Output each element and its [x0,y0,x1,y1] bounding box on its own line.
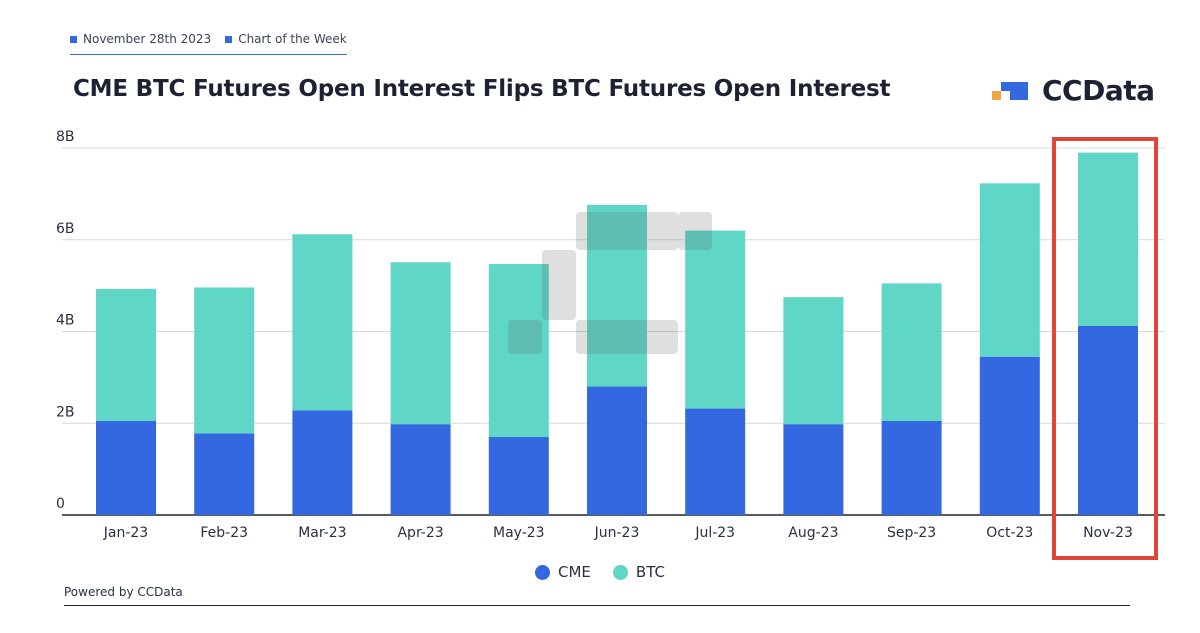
y-tick-label-4: 8B [56,129,75,145]
square-bullet-icon [225,35,233,43]
date-tag: November 28th 2023 [70,32,211,46]
bar-cme-jun-23[interactable] [587,386,647,515]
x-tick-label-nov-23: Nov-23 [1083,525,1133,541]
legend-item-btc[interactable]: BTC [612,563,665,581]
bars [96,152,1138,515]
bar-btc-mar-23[interactable] [292,234,353,411]
bar-cme-mar-23[interactable] [292,410,353,515]
x-tick-label-jan-23: Jan-23 [103,525,148,541]
bar-btc-feb-23[interactable] [194,287,255,434]
x-tick-label-may-23: May-23 [493,525,545,541]
bar-cme-oct-23[interactable] [979,356,1040,515]
cme-legend-dot-icon [535,564,551,580]
square-bullet-icon [70,35,77,43]
powered-by-text: Powered by CCData [64,585,183,599]
bar-cme-feb-23[interactable] [194,433,255,515]
date-text: November 28th 2023 [83,32,212,46]
bar-btc-jun-23[interactable] [587,204,647,387]
bar-cme-jul-23[interactable] [685,408,746,515]
btc-legend-dot-icon [612,564,628,580]
bar-btc-nov-23[interactable] [1078,152,1138,326]
y-tick-label-3: 6B [56,221,75,237]
x-tick-label-mar-23: Mar-23 [298,525,346,541]
bar-cme-may-23[interactable] [488,437,549,515]
chart-meta: November 28th 2023 Chart of the Week [70,32,347,55]
footer: Powered by CCData [64,585,1130,606]
y-tick-label-0: 0 [56,496,65,512]
bar-cme-jan-23[interactable] [96,420,156,515]
stacked-bar-chart: 0 2B 4B 6B 8B Jan-23 Feb-23 Mar-23 Apr-23 May-23 J… [56,129,1165,541]
bar-btc-jul-23[interactable] [685,230,746,409]
bar-cme-sep-23[interactable] [881,420,942,515]
x-tick-label-jul-23: Jul-23 [694,525,735,541]
x-tick-label-apr-23: Apr-23 [397,525,443,541]
bar-cme-nov-23[interactable] [1078,325,1138,515]
x-tick-label-oct-23: Oct-23 [986,525,1033,541]
bar-btc-aug-23[interactable] [783,297,844,425]
legend-label-btc: BTC [635,563,665,581]
bar-btc-sep-23[interactable] [881,283,942,421]
bar-btc-oct-23[interactable] [979,183,1040,357]
y-tick-label-2: 4B [56,313,75,329]
legend-label-cme: CME [558,563,591,581]
x-tick-label-aug-23: Aug-23 [788,525,838,541]
chart-title: CME BTC Futures Open Interest Flips BTC … [73,76,891,102]
bar-btc-apr-23[interactable] [390,262,451,425]
highlight-box-nov-23 [1052,137,1158,560]
axis-labels: 0 2B 4B 6B 8B Jan-23 Feb-23 Mar-23 Apr-23 May-23 J… [56,129,1133,541]
legend-item-cme[interactable]: CME [535,563,591,581]
watermark-icon [508,212,712,354]
y-tick-label-1: 2B [56,404,75,420]
bar-cme-apr-23[interactable] [390,424,451,515]
chart-of-week-tag: Chart of the Week [225,32,347,46]
legend: CME BTC [0,563,1200,581]
x-tick-label-jun-23: Jun-23 [594,525,640,541]
x-tick-label-feb-23: Feb-23 [200,525,248,541]
x-tick-label-sep-23: Sep-23 [887,525,936,541]
brand-name: CCData [1042,74,1155,107]
ccdata-logo-icon [992,81,1028,100]
bar-btc-jan-23[interactable] [96,288,156,421]
bar-cme-aug-23[interactable] [783,424,844,515]
bar-btc-may-23[interactable] [488,264,549,438]
brand-logo: CCData [992,74,1155,107]
tag-text: Chart of the Week [238,32,347,46]
